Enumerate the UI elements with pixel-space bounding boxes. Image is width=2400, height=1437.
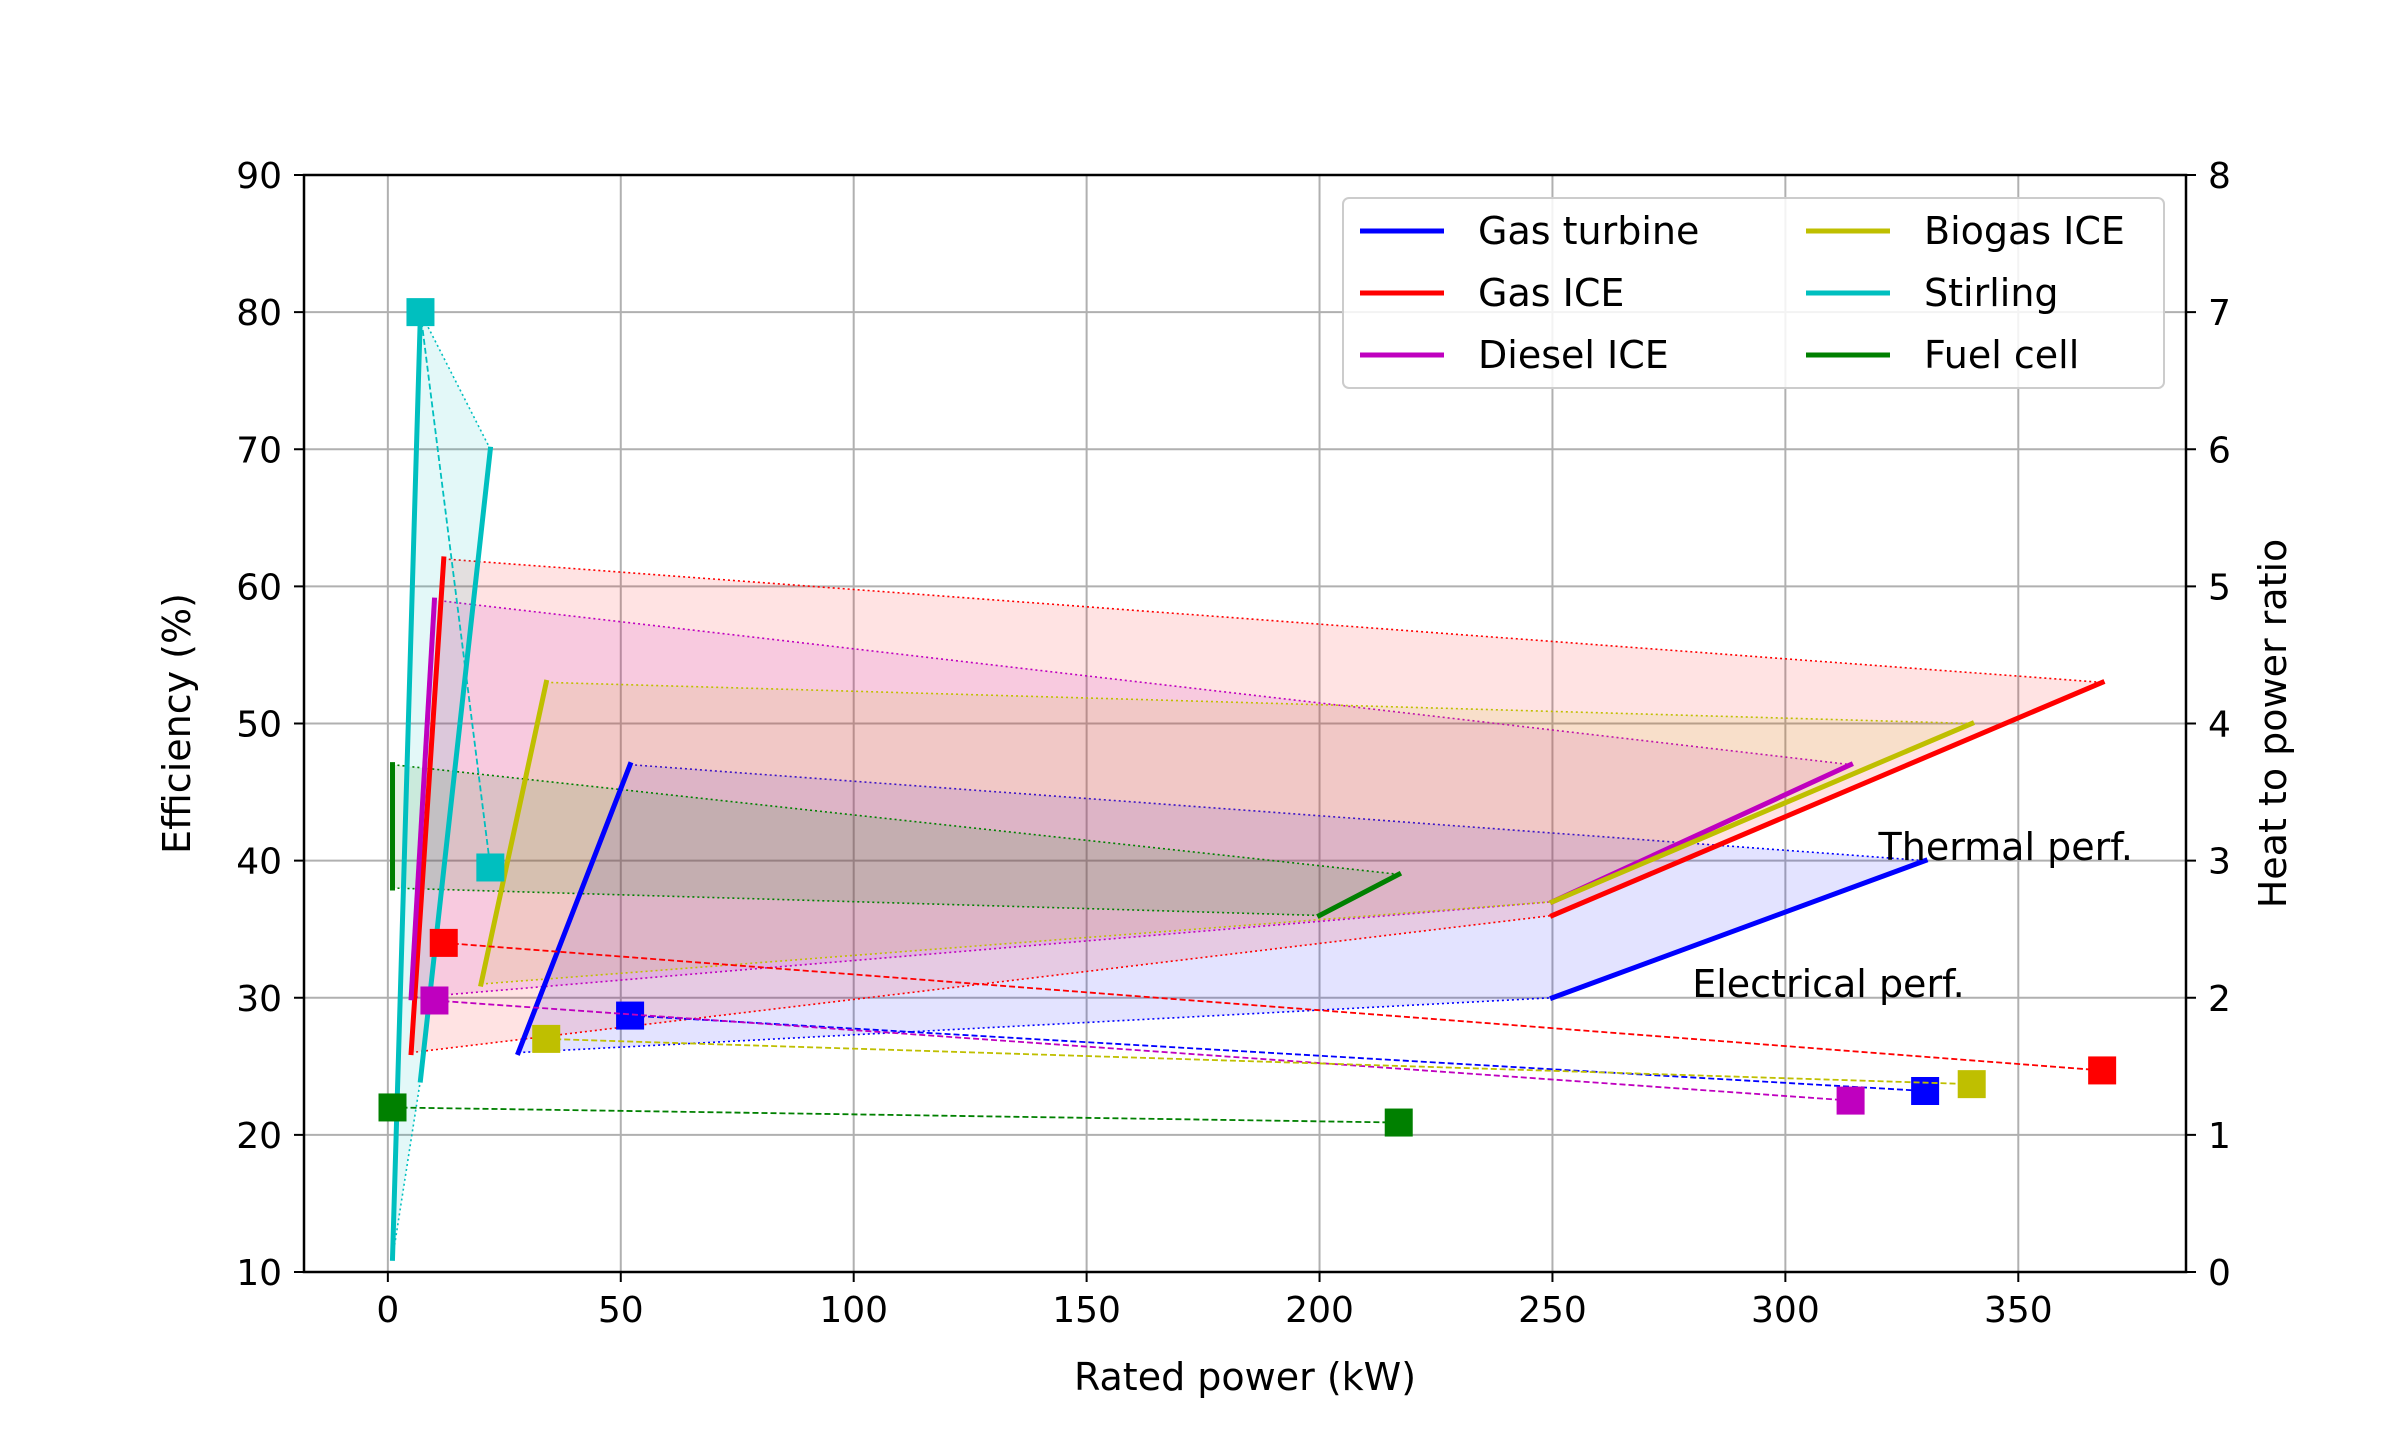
heat-to-power-line — [392, 1106, 1399, 1124]
x-tick-label: 250 — [1518, 1290, 1587, 1331]
performance-region — [518, 764, 1926, 1053]
x-tick-label: 100 — [819, 1290, 888, 1331]
electrical-line — [408, 597, 438, 1001]
upper-connector — [630, 763, 1926, 862]
fill-layer — [391, 311, 2103, 1259]
y-tick-label: 60 — [236, 567, 282, 608]
heat-to-power-marker — [406, 298, 435, 327]
y2-tick-label: 5 — [2208, 567, 2231, 608]
legend-label: Diesel ICE — [1478, 333, 1669, 377]
performance-region — [392, 312, 491, 1259]
lower-connector — [391, 1079, 422, 1259]
heat-to-power-marker — [616, 1001, 645, 1030]
thermal-line — [1316, 870, 1403, 919]
legend-label: Fuel cell — [1924, 333, 2079, 377]
axis-layer: 0 50 100 150 200 250 300 350 10 20 30 40 50 60 70 80 90 0… — [155, 156, 2295, 1399]
annotation-layer: Thermal perf. Electrical perf. — [1692, 825, 2133, 1006]
performance-region — [411, 600, 1851, 998]
y-tick-label: 80 — [236, 293, 282, 334]
x-tick-label: 150 — [1052, 1290, 1121, 1331]
thermal-line — [1549, 857, 1929, 1001]
x-tick-label: 200 — [1285, 1290, 1354, 1331]
electrical-line — [417, 446, 494, 1083]
electrical-line — [408, 556, 447, 1056]
heat-to-power-marker — [1384, 1108, 1413, 1137]
lower-connector — [411, 914, 1553, 1054]
lower-connector — [411, 900, 1553, 999]
legend-label: Stirling — [1924, 271, 2059, 315]
annotation-label: Electrical perf. — [1692, 962, 1965, 1006]
y2-tick-label: 0 — [2208, 1253, 2231, 1294]
heat-to-power-line — [630, 1014, 1926, 1092]
heat-to-power-marker — [378, 1093, 407, 1122]
heat-to-power-marker — [532, 1024, 561, 1053]
upper-connector — [443, 558, 2103, 684]
x-axis-title: Rated power (kW) — [1074, 1355, 1416, 1399]
y-axis-title: Efficiency (%) — [155, 593, 199, 854]
x-tick-label: 350 — [1984, 1290, 2053, 1331]
y2-tick-label: 3 — [2208, 842, 2231, 883]
heat-to-power-line — [434, 999, 1851, 1102]
electrical-line — [478, 679, 550, 988]
y2-tick-label: 7 — [2208, 293, 2231, 334]
line-layer — [389, 309, 2106, 1261]
thermal-line — [1549, 679, 2106, 919]
lower-connector — [480, 900, 1553, 985]
legend-label: Biogas ICE — [1924, 209, 2125, 253]
heat-to-power-marker — [1911, 1076, 1940, 1105]
y2-tick-label: 8 — [2208, 156, 2231, 197]
electrical-line — [515, 761, 634, 1056]
y-tick-label: 70 — [236, 430, 282, 471]
heat-to-power-line — [546, 1037, 1972, 1086]
heat-to-power-marker — [1836, 1086, 1865, 1115]
legend-box — [1342, 197, 2165, 389]
y2-tick-label: 6 — [2208, 430, 2231, 471]
heat-to-power-marker — [1957, 1070, 1986, 1099]
legend-layer: Gas turbine Gas ICE Diesel ICE Biogas ICE St… — [1342, 197, 2165, 389]
y-tick-label: 50 — [236, 705, 282, 746]
performance-region — [392, 764, 1399, 916]
legend-label: Gas ICE — [1478, 271, 1624, 315]
x-tick-label: 300 — [1751, 1290, 1820, 1331]
upper-connector — [419, 311, 492, 450]
heat-to-power-line — [419, 312, 492, 868]
y2-tick-label: 1 — [2208, 1116, 2231, 1157]
legend-label: Gas turbine — [1478, 209, 1699, 253]
y-tick-label: 90 — [236, 156, 282, 197]
heat-to-power-marker — [429, 928, 458, 957]
heat-to-power-line — [443, 942, 2103, 1072]
y-tick-label: 20 — [236, 1116, 282, 1157]
y2-tick-label: 2 — [2208, 979, 2231, 1020]
performance-region — [481, 682, 1972, 985]
thermal-line — [1549, 720, 1975, 906]
y-tick-label: 30 — [236, 979, 282, 1020]
y2-tick-label: 4 — [2208, 705, 2231, 746]
y2-axis-title: Heat to power ratio — [2251, 539, 2295, 909]
x-tick-label: 0 — [376, 1290, 399, 1331]
x-tick-label: 50 — [598, 1290, 644, 1331]
upper-connector — [392, 763, 1399, 876]
marker-layer — [378, 298, 2117, 1137]
heat-to-power-marker — [2088, 1056, 2117, 1085]
performance-region — [411, 558, 2103, 1053]
heat-to-power-marker — [476, 853, 505, 882]
y-tick-label: 40 — [236, 842, 282, 883]
y-tick-label: 10 — [236, 1253, 282, 1294]
annotation-label: Thermal perf. — [1878, 825, 2133, 869]
heat-to-power-marker — [420, 986, 449, 1015]
